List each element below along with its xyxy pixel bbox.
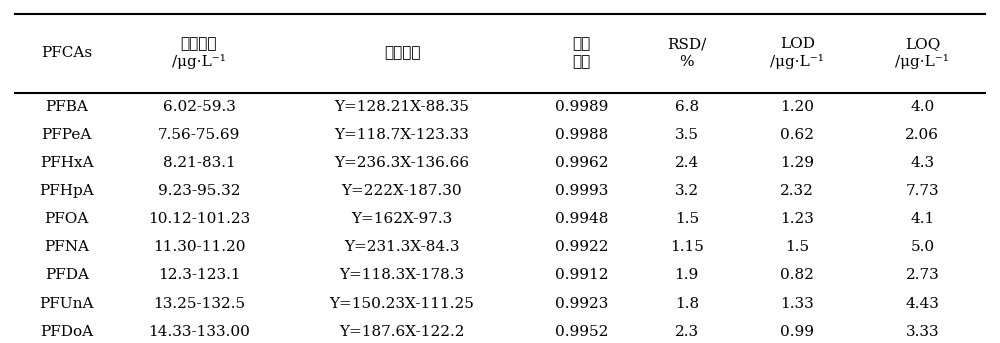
Text: Y=118.7X-123.33: Y=118.7X-123.33 [335, 128, 469, 142]
Text: Y=236.3X-136.66: Y=236.3X-136.66 [334, 156, 470, 170]
Text: 4.0: 4.0 [910, 100, 935, 114]
Text: 4.3: 4.3 [910, 156, 934, 170]
Text: 0.9962: 0.9962 [555, 156, 608, 170]
Text: Y=128.21X-88.35: Y=128.21X-88.35 [335, 100, 469, 114]
Text: LOQ
/μg·L⁻¹: LOQ /μg·L⁻¹ [895, 37, 949, 70]
Text: 2.73: 2.73 [906, 269, 939, 282]
Text: 10.12-101.23: 10.12-101.23 [148, 212, 250, 226]
Text: 0.9988: 0.9988 [555, 128, 608, 142]
Text: 相关
系数: 相关 系数 [573, 37, 591, 69]
Text: Y=118.3X-178.3: Y=118.3X-178.3 [339, 269, 465, 282]
Text: 1.5: 1.5 [675, 212, 699, 226]
Text: Y=162X-97.3: Y=162X-97.3 [351, 212, 453, 226]
Text: 14.33-133.00: 14.33-133.00 [148, 325, 250, 339]
Text: 3.5: 3.5 [675, 128, 699, 142]
Text: 1.33: 1.33 [780, 297, 814, 310]
Text: PFCAs: PFCAs [41, 46, 92, 60]
Text: PFBA: PFBA [45, 100, 88, 114]
Text: 1.23: 1.23 [780, 212, 814, 226]
Text: 回归方程: 回归方程 [384, 46, 420, 60]
Text: 4.1: 4.1 [910, 212, 935, 226]
Text: 0.9948: 0.9948 [555, 212, 608, 226]
Text: PFHxA: PFHxA [40, 156, 94, 170]
Text: 9.23-95.32: 9.23-95.32 [158, 184, 240, 198]
Text: 2.4: 2.4 [675, 156, 699, 170]
Text: 0.9989: 0.9989 [555, 100, 608, 114]
Text: 6.8: 6.8 [675, 100, 699, 114]
Text: 3.2: 3.2 [675, 184, 699, 198]
Text: 6.02-59.3: 6.02-59.3 [163, 100, 235, 114]
Text: 2.3: 2.3 [675, 325, 699, 339]
Text: 0.9952: 0.9952 [555, 325, 608, 339]
Text: Y=150.23X-111.25: Y=150.23X-111.25 [330, 297, 474, 310]
Text: 7.56-75.69: 7.56-75.69 [158, 128, 240, 142]
Text: 4.43: 4.43 [905, 297, 939, 310]
Text: 11.30-11.20: 11.30-11.20 [153, 240, 245, 254]
Text: 1.5: 1.5 [785, 240, 809, 254]
Text: 12.3-123.1: 12.3-123.1 [158, 269, 240, 282]
Text: 0.82: 0.82 [780, 269, 814, 282]
Text: 0.9993: 0.9993 [555, 184, 608, 198]
Text: 1.9: 1.9 [675, 269, 699, 282]
Text: Y=222X-187.30: Y=222X-187.30 [342, 184, 462, 198]
Text: 0.9922: 0.9922 [555, 240, 608, 254]
Text: PFDoA: PFDoA [40, 325, 93, 339]
Text: 13.25-132.5: 13.25-132.5 [153, 297, 245, 310]
Text: Y=187.6X-122.2: Y=187.6X-122.2 [339, 325, 465, 339]
Text: 1.15: 1.15 [670, 240, 704, 254]
Text: PFNA: PFNA [44, 240, 89, 254]
Text: 5.0: 5.0 [910, 240, 934, 254]
Text: 线性范围
/μg·L⁻¹: 线性范围 /μg·L⁻¹ [172, 37, 226, 70]
Text: 2.06: 2.06 [905, 128, 939, 142]
Text: 7.73: 7.73 [906, 184, 939, 198]
Text: PFPeA: PFPeA [42, 128, 92, 142]
Text: RSD/
%: RSD/ % [667, 37, 706, 69]
Text: 1.20: 1.20 [780, 100, 814, 114]
Text: PFUnA: PFUnA [39, 297, 94, 310]
Text: PFOA: PFOA [45, 212, 89, 226]
Text: 0.9912: 0.9912 [555, 269, 608, 282]
Text: Y=231.3X-84.3: Y=231.3X-84.3 [344, 240, 460, 254]
Text: LOD
/μg·L⁻¹: LOD /μg·L⁻¹ [770, 37, 824, 70]
Text: 3.33: 3.33 [906, 325, 939, 339]
Text: 1.8: 1.8 [675, 297, 699, 310]
Text: 0.62: 0.62 [780, 128, 814, 142]
Text: 0.9923: 0.9923 [555, 297, 608, 310]
Text: 1.29: 1.29 [780, 156, 814, 170]
Text: PFDA: PFDA [45, 269, 89, 282]
Text: 0.99: 0.99 [780, 325, 814, 339]
Text: 8.21-83.1: 8.21-83.1 [163, 156, 235, 170]
Text: 2.32: 2.32 [780, 184, 814, 198]
Text: PFHpA: PFHpA [39, 184, 94, 198]
